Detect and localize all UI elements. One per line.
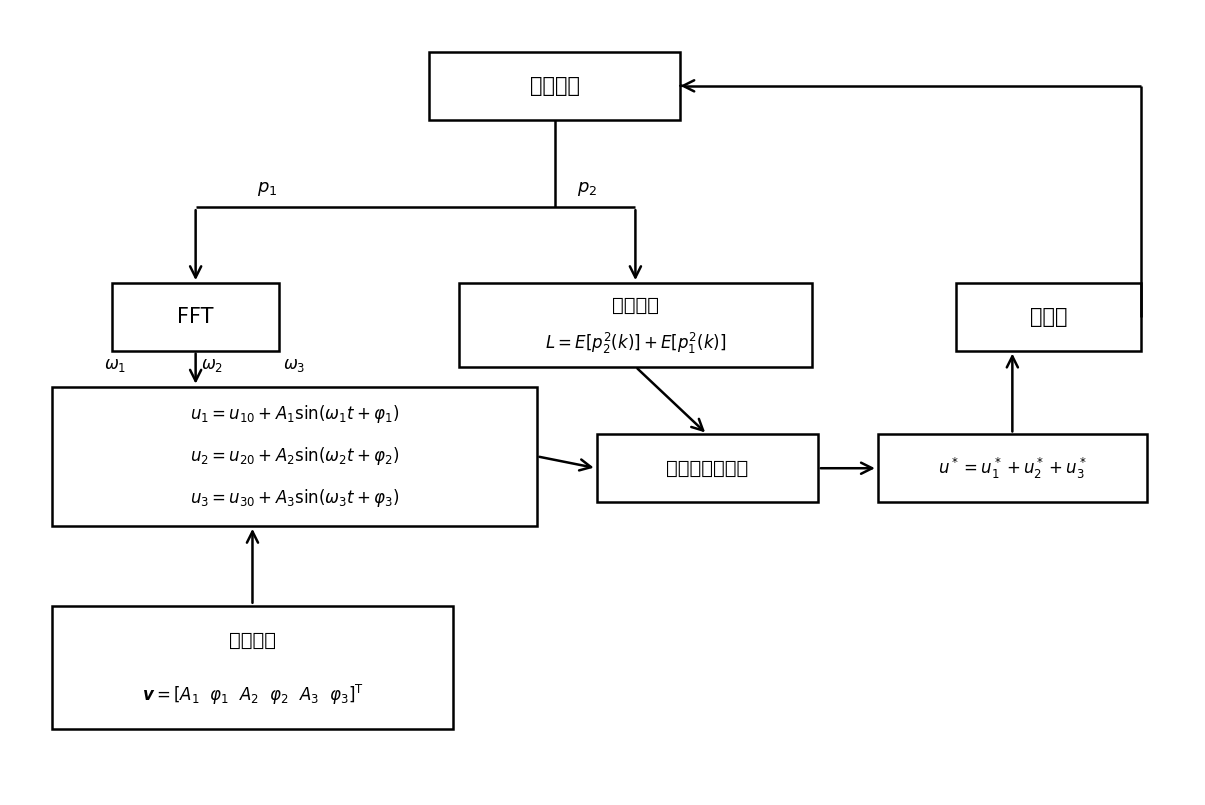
FancyBboxPatch shape: [596, 435, 818, 502]
Text: $u_3=u_{30}+A_3\sin(\omega_3 t+\varphi_3)$: $u_3=u_{30}+A_3\sin(\omega_3 t+\varphi_3…: [189, 487, 399, 509]
Text: $\omega_3$: $\omega_3$: [283, 356, 306, 374]
Text: $p_1$: $p_1$: [257, 180, 277, 198]
Text: 目标函数: 目标函数: [612, 296, 659, 315]
Text: 矢量旋转及收缩: 矢量旋转及收缩: [666, 459, 748, 477]
FancyBboxPatch shape: [429, 52, 681, 120]
FancyBboxPatch shape: [956, 283, 1141, 351]
Text: 旋转矢量: 旋转矢量: [229, 631, 276, 650]
Text: $p_2$: $p_2$: [577, 180, 598, 198]
Text: $\omega_1$: $\omega_1$: [104, 356, 127, 374]
Text: FFT: FFT: [177, 307, 213, 327]
Text: 液压回路: 液压回路: [530, 76, 580, 96]
FancyBboxPatch shape: [877, 435, 1147, 502]
Text: 衰减器: 衰减器: [1029, 307, 1066, 327]
Text: $\omega_2$: $\omega_2$: [201, 356, 223, 374]
Text: $u^*=u_1^*+u_2^*+u_3^*$: $u^*=u_1^*+u_2^*+u_3^*$: [937, 456, 1087, 481]
Text: $u_2=u_{20}+A_2\sin(\omega_2 t+\varphi_2)$: $u_2=u_{20}+A_2\sin(\omega_2 t+\varphi_2…: [189, 445, 399, 467]
Text: $u_1=u_{10}+A_1\sin(\omega_1 t+\varphi_1)$: $u_1=u_{10}+A_1\sin(\omega_1 t+\varphi_1…: [189, 403, 399, 426]
FancyBboxPatch shape: [459, 283, 812, 366]
Text: $\boldsymbol{v}=\left[A_1\ \ \varphi_1\ \ A_2\ \ \varphi_2\ \ A_3\ \ \varphi_3\r: $\boldsymbol{v}=\left[A_1\ \ \varphi_1\ …: [141, 683, 364, 707]
FancyBboxPatch shape: [52, 386, 536, 526]
FancyBboxPatch shape: [112, 283, 280, 351]
FancyBboxPatch shape: [52, 605, 453, 729]
Text: $L=E[p_2^2(k)]+E[p_1^2(k)]$: $L=E[p_2^2(k)]+E[p_1^2(k)]$: [545, 331, 727, 356]
